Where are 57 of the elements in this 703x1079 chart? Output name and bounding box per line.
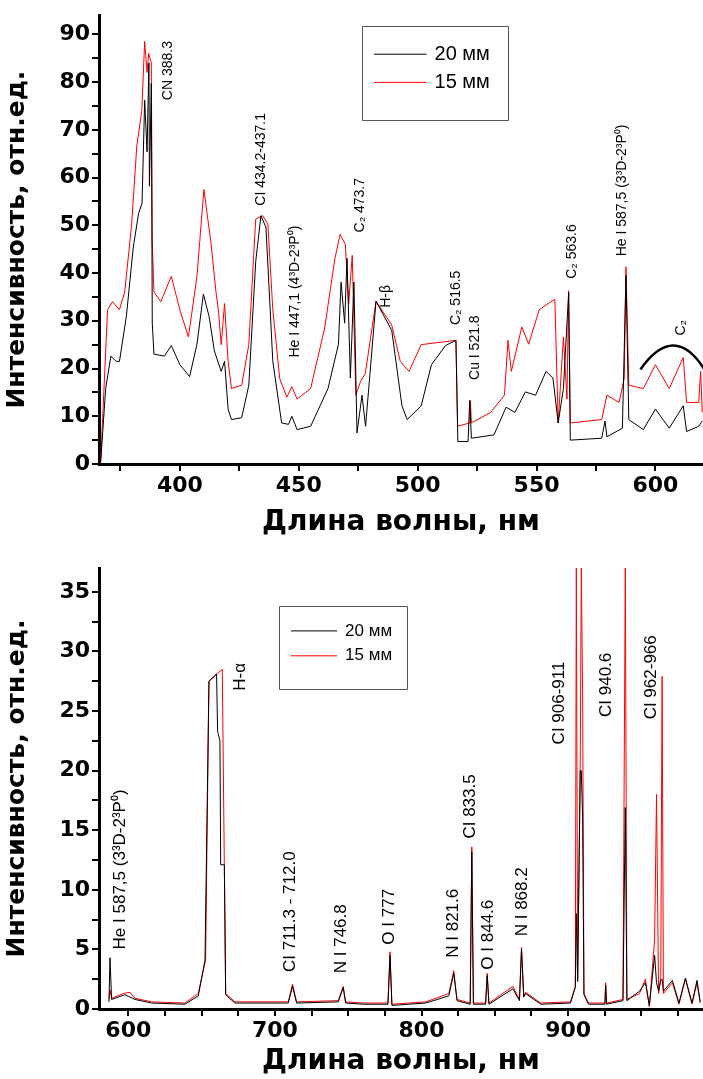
annotation: O I 844.6 xyxy=(477,899,497,970)
annotation: CI 434.2-437.1 xyxy=(252,112,269,206)
annotation: CN 388.3 xyxy=(159,40,176,101)
x-tick-label: 550 xyxy=(513,471,560,497)
y-tick-label: 15 xyxy=(59,815,90,841)
annotation: H-α xyxy=(229,662,249,691)
y-axis-title: Интенсивность, отн.ед. xyxy=(0,70,30,409)
x-tick-label: 400 xyxy=(156,471,203,497)
annotation: C₂ xyxy=(672,320,689,336)
x-tick-label: 600 xyxy=(105,1016,152,1042)
x-tick-label: 700 xyxy=(251,1016,298,1042)
y-axis-title: Интенсивность, отн.ед. xyxy=(0,619,30,958)
x-tick-label: 600 xyxy=(632,471,679,497)
y-tick-label: 20 xyxy=(59,756,90,782)
y-tick-label: 0 xyxy=(74,449,90,475)
y-tick-label: 20 xyxy=(59,354,90,380)
legend-label: 20 мм xyxy=(434,41,490,64)
annotation: C₂ 516.5 xyxy=(446,270,463,326)
x-axis-title: Длина волны, нм xyxy=(262,504,540,538)
legend-label: 15 мм xyxy=(434,69,490,92)
y-tick-label: 40 xyxy=(59,258,90,284)
annotation: He I 587,5 (3³D-2³P⁰) xyxy=(109,789,129,950)
annotation: CI 833.5 xyxy=(459,774,479,839)
y-tick-label: 30 xyxy=(59,306,90,332)
y-tick-label: 60 xyxy=(59,163,90,189)
y-tick-label: 35 xyxy=(59,577,90,603)
annotation: O I 777 xyxy=(379,888,399,945)
x-axis-title: Длина волны, нм xyxy=(262,1043,540,1077)
x-tick-label: 500 xyxy=(394,471,441,497)
annotation: N I 746.8 xyxy=(331,904,351,974)
x-tick-label: 800 xyxy=(398,1016,445,1042)
y-tick-label: 10 xyxy=(59,401,90,427)
legend-label: 20 мм xyxy=(345,620,393,640)
annotation: He I 587,5 (3³D-2³P⁰) xyxy=(613,124,630,257)
y-tick-label: 80 xyxy=(59,67,90,93)
annotation: N I 868.2 xyxy=(511,867,531,937)
legend-label: 15 мм xyxy=(345,645,393,665)
annotation: CI 940.6 xyxy=(596,652,616,717)
annotation: CI 711.3 - 712.0 xyxy=(279,851,299,973)
y-tick-label: 0 xyxy=(74,994,90,1020)
y-tick-label: 90 xyxy=(59,20,90,46)
annotation: H-β xyxy=(377,285,394,308)
y-tick-label: 30 xyxy=(59,637,90,663)
y-tick-label: 10 xyxy=(59,875,90,901)
annotation: Cu I 521.8 xyxy=(465,315,482,380)
y-tick-label: 50 xyxy=(59,211,90,236)
y-tick-label: 5 xyxy=(74,935,90,961)
annotation: C₂ 563.6 xyxy=(563,224,580,279)
annotation: He I 447,1 (4³D-2³P⁰) xyxy=(286,225,303,358)
x-tick-label: 900 xyxy=(545,1016,592,1042)
annotation: C₂ 473.7 xyxy=(351,177,368,233)
annotation: N I 821.6 xyxy=(443,888,463,958)
y-tick-label: 25 xyxy=(59,696,90,722)
annotation: CI 906-911 xyxy=(548,661,568,745)
x-tick-label: 450 xyxy=(275,471,322,497)
y-tick-label: 70 xyxy=(59,115,90,141)
annotation: CI 962-966 xyxy=(640,635,660,720)
